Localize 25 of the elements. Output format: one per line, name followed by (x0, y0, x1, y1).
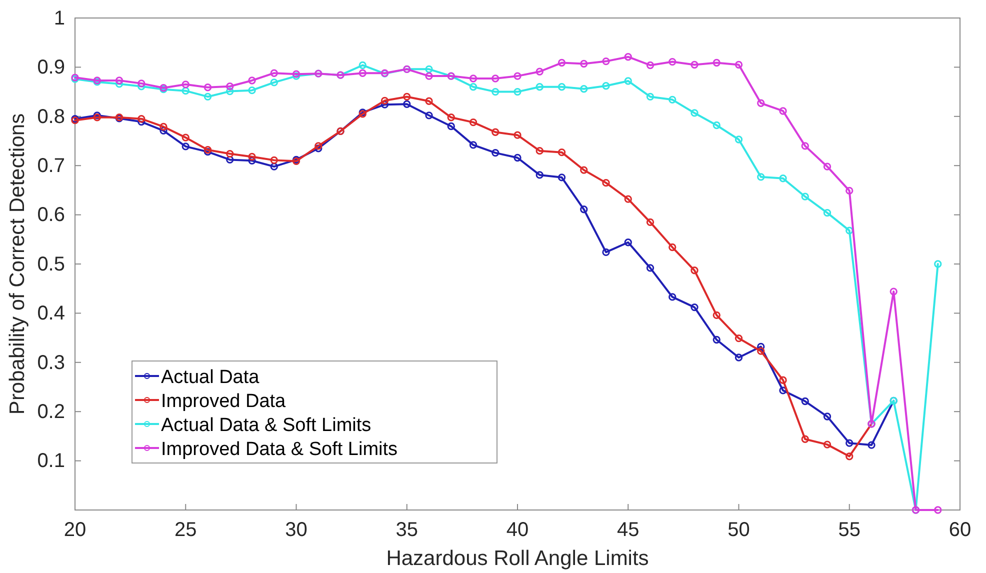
legend-label: Improved Data & Soft Limits (161, 439, 398, 460)
y-tick-label: 1 (54, 7, 65, 30)
x-axis-title: Hazardous Roll Angle Limits (386, 547, 649, 570)
x-tick-label: 40 (506, 519, 529, 542)
x-tick-label: 60 (948, 519, 972, 542)
y-tick-label: 0.4 (37, 302, 65, 325)
y-tick-label: 0.8 (37, 106, 65, 128)
y-tick-label: 0.2 (37, 401, 65, 423)
x-tick-label: 35 (396, 519, 418, 542)
x-tick-label: 25 (174, 519, 197, 542)
x-tick-label: 30 (285, 519, 308, 542)
y-tick-label: 0.9 (37, 56, 65, 79)
x-tick-label: 20 (64, 519, 86, 542)
x-tick-label: 50 (728, 519, 750, 542)
y-tick-label: 0.7 (37, 155, 65, 177)
y-tick-label: 0.5 (37, 253, 65, 276)
legend-label: Actual Data & Soft Limits (161, 415, 372, 436)
x-tick-label: 45 (617, 519, 640, 542)
x-tick-label: 55 (838, 519, 860, 542)
y-axis-title: Probability of Correct Detections (6, 113, 29, 415)
y-tick-label: 0.6 (37, 204, 65, 226)
y-tick-label: 0.1 (37, 450, 65, 472)
legend-label: Actual Data (161, 367, 260, 388)
y-tick-label: 0.3 (37, 352, 65, 374)
legend-label: Improved Data (161, 391, 286, 412)
